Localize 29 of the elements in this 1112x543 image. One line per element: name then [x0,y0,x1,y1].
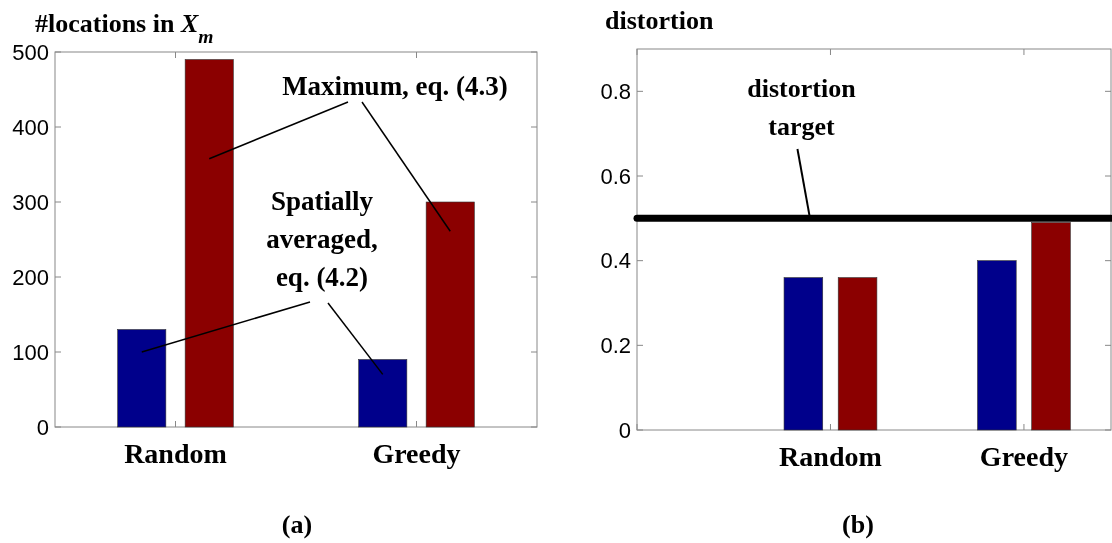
annotation: Maximum, eq. (4.3) [282,71,508,101]
y-tick-label: 0.4 [600,248,631,274]
annotation: Spatially averaged, eq. (4.2) [266,186,378,292]
y-tick-label: 100 [12,339,49,365]
ref-line-label: distortion target [747,74,857,141]
y-tick-label: 0.6 [600,163,631,189]
x-tick-label: Random [779,441,882,472]
bar [184,59,234,428]
y-tick-label: 400 [12,114,49,140]
y-tick-label: 200 [12,264,49,290]
bar [783,277,824,431]
chart-title: distortion [605,6,714,35]
bar [358,359,408,428]
x-tick-label: Greedy [979,441,1069,472]
bar [837,277,878,431]
y-tick-label: 0.2 [600,333,631,359]
text: (b) [842,510,874,539]
y-tick-label: 0 [618,417,631,443]
x-tick-label: Greedy [372,438,461,469]
y-tick-label: 500 [12,39,49,65]
y-tick-label: 300 [12,189,49,215]
x-tick-label: Random [124,438,227,469]
text: (a) [281,510,313,539]
y-tick-label: 0.8 [600,79,631,105]
bar [977,260,1017,431]
bar [117,329,167,428]
bar [425,201,475,428]
bar [1031,222,1071,431]
y-tick-label: 0 [36,414,49,440]
